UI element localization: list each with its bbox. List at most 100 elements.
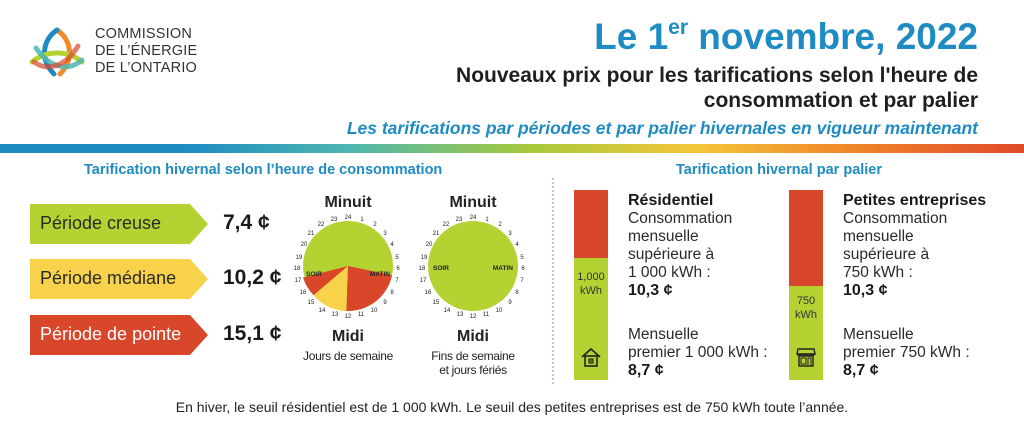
residential-tier-bar: 1,000 kWh xyxy=(574,190,608,380)
svg-text:6: 6 xyxy=(396,266,400,272)
footnote: En hiver, le seuil résidentiel est de 1 … xyxy=(175,399,849,415)
svg-text:9: 9 xyxy=(508,300,512,306)
svg-text:14: 14 xyxy=(319,308,326,314)
clock-weekend: 24 1234567891011121314151617181920212223 … xyxy=(419,215,526,318)
desc-line: mensuelle xyxy=(843,228,914,245)
svg-text:8: 8 xyxy=(515,290,519,296)
clock-right-label: MATIN xyxy=(370,271,390,278)
svg-text:3: 3 xyxy=(383,231,387,237)
svg-text:14: 14 xyxy=(444,308,451,314)
svg-text:22: 22 xyxy=(443,222,450,228)
upper-rate: 10,3 ¢ xyxy=(843,282,888,299)
clock-weekend-caption: Fins de semaine et jours fériés xyxy=(418,349,528,377)
svg-text:12: 12 xyxy=(345,314,352,318)
date-ordinal: er xyxy=(668,16,689,39)
desc-line: premier 1 000 kWh : xyxy=(628,344,768,361)
desc-line: Mensuelle xyxy=(628,326,699,343)
effective-date-title: Le 1er novembre, 2022 xyxy=(594,16,978,58)
svg-text:7: 7 xyxy=(395,278,399,284)
clock-weekday-bottom: Midi xyxy=(332,328,364,345)
desc-line: premier 750 kWh : xyxy=(843,344,970,361)
mid-peak-arrow-shape xyxy=(30,259,208,299)
evening-peak-wedge xyxy=(303,266,348,296)
desc-line: Consommation xyxy=(843,210,948,227)
upper-tier-segment xyxy=(574,190,608,258)
on-peak-arrow-shape xyxy=(30,315,208,355)
org-name: COMMISSION DE L’ÉNERGIE DE L’ONTARIO xyxy=(95,26,197,77)
svg-text:15: 15 xyxy=(433,300,440,306)
desc-line: 1 000 kWh : xyxy=(628,264,711,281)
svg-text:23: 23 xyxy=(456,217,463,223)
threshold-value: 750 xyxy=(796,295,816,307)
svg-text:13: 13 xyxy=(332,312,339,318)
small-business-lower-text: Mensuelle premier 750 kWh : 8,7 ¢ xyxy=(843,326,970,380)
svg-text:16: 16 xyxy=(425,290,432,296)
upper-rate: 10,3 ¢ xyxy=(628,282,673,299)
tou-heading: Tarification hivernal selon l’heure de c… xyxy=(84,162,443,178)
clock-weekend-bottom: Midi xyxy=(457,328,489,345)
svg-text:5: 5 xyxy=(520,255,524,261)
tier-name: Résidentiel xyxy=(628,192,714,209)
caption-line: et jours fériés xyxy=(439,363,507,377)
svg-text:8: 8 xyxy=(390,290,394,296)
svg-text:18: 18 xyxy=(419,266,426,272)
residential-upper-text: Résidentiel Consommation mensuelle supér… xyxy=(628,192,732,300)
svg-text:4: 4 xyxy=(390,242,394,248)
tier-threshold: 750 kWh xyxy=(789,294,823,322)
tagline: Les tarifications par périodes et par pa… xyxy=(346,118,978,138)
tiered-heading: Tarification hivernal par palier xyxy=(676,162,883,178)
oeb-logo xyxy=(29,27,85,77)
page-subtitle: Nouveaux prix pour les tarifications sel… xyxy=(456,64,978,112)
desc-line: supérieure à xyxy=(628,246,715,263)
period-off-peak: Période creuse xyxy=(30,204,208,244)
desc-line: 750 kWh : xyxy=(843,264,913,281)
svg-text:10: 10 xyxy=(371,308,378,314)
clock-face xyxy=(428,221,518,311)
section-divider xyxy=(552,178,554,384)
morning-peak-wedge xyxy=(346,266,392,312)
svg-text:21: 21 xyxy=(308,231,315,237)
rainbow-divider xyxy=(0,144,1024,153)
tier-threshold: 1,000 kWh xyxy=(574,270,608,298)
org-name-line-1: COMMISSION xyxy=(95,26,193,42)
caption-line: Fins de semaine xyxy=(431,349,515,363)
svg-text:7: 7 xyxy=(520,278,524,284)
period-label: Période de pointe xyxy=(40,324,182,344)
svg-text:21: 21 xyxy=(433,231,440,237)
clock-weekend-top: Minuit xyxy=(449,194,497,211)
svg-text:24: 24 xyxy=(470,215,477,221)
svg-text:9: 9 xyxy=(383,300,387,306)
svg-text:24: 24 xyxy=(345,215,352,221)
svg-text:5: 5 xyxy=(395,255,399,261)
svg-text:12: 12 xyxy=(470,314,477,318)
svg-text:10: 10 xyxy=(496,308,503,314)
svg-text:19: 19 xyxy=(421,255,428,261)
period-mid-peak: Période médiane xyxy=(30,259,208,299)
svg-text:18: 18 xyxy=(294,266,301,272)
org-name-line-2: DE L’ÉNERGIE xyxy=(95,43,198,59)
desc-line: mensuelle xyxy=(628,228,699,245)
period-label: Période médiane xyxy=(40,268,177,288)
svg-text:1: 1 xyxy=(360,217,364,223)
off-peak-arrow-shape xyxy=(30,204,208,244)
clock-weekday-top: Minuit xyxy=(324,194,372,211)
threshold-unit: kWh xyxy=(580,285,602,297)
svg-text:20: 20 xyxy=(301,242,308,248)
svg-text:15: 15 xyxy=(308,300,315,306)
svg-text:2: 2 xyxy=(498,222,502,228)
small-business-tier-bar: 750 kWh xyxy=(789,190,823,380)
lower-rate: 8,7 ¢ xyxy=(843,362,879,379)
mid-peak-price: 10,2 ¢ xyxy=(223,266,282,289)
upper-tier-segment xyxy=(789,190,823,286)
clock-left-label: SOIR xyxy=(306,271,322,278)
threshold-value: 1,000 xyxy=(577,271,605,283)
svg-text:13: 13 xyxy=(457,312,464,318)
off-peak-price: 7,4 ¢ xyxy=(223,211,270,234)
small-business-upper-text: Petites entreprises Consommation mensuel… xyxy=(843,192,986,300)
svg-text:4: 4 xyxy=(515,242,519,248)
midday-wedge xyxy=(313,266,348,311)
svg-text:3: 3 xyxy=(508,231,512,237)
clock-weekday: 24 1234567891011121314151617181920212223 … xyxy=(294,215,401,318)
